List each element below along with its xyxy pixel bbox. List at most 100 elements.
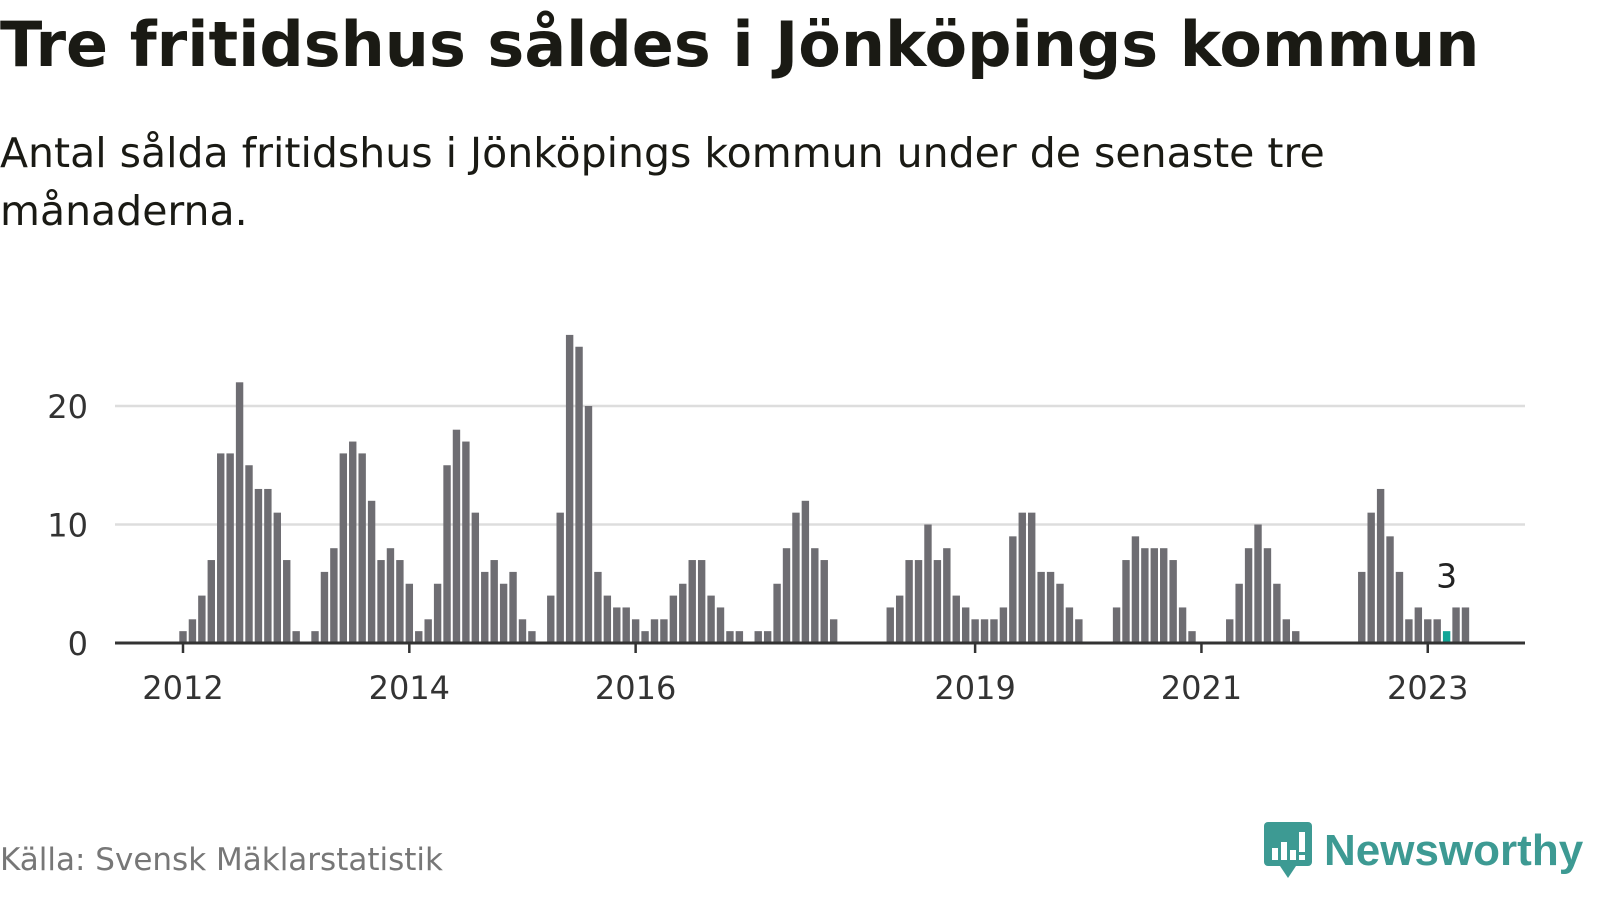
bar — [226, 453, 234, 643]
bar — [518, 619, 527, 643]
bar — [641, 631, 649, 643]
bar — [990, 619, 998, 643]
bar — [1160, 548, 1168, 643]
bar — [726, 631, 734, 643]
bar — [980, 619, 989, 643]
bar — [782, 548, 791, 643]
bar — [358, 453, 366, 643]
bars — [179, 334, 1470, 643]
bar — [367, 500, 376, 643]
bar — [1141, 548, 1149, 643]
bar — [481, 571, 489, 643]
x-tick-label: 2019 — [934, 669, 1015, 707]
x-tick-label: 2023 — [1387, 669, 1468, 707]
bar — [622, 607, 630, 643]
bar — [1075, 619, 1083, 643]
bar — [1292, 631, 1300, 643]
bar — [1009, 536, 1017, 643]
bar — [245, 465, 253, 643]
bar — [471, 512, 480, 643]
bar — [188, 619, 197, 643]
bar — [1282, 619, 1291, 643]
bar — [914, 560, 923, 643]
bar — [820, 560, 828, 643]
bar — [1386, 536, 1394, 643]
bar — [924, 524, 932, 643]
bar — [254, 488, 263, 643]
bar — [1376, 488, 1385, 643]
x-tick-label: 2014 — [369, 669, 450, 707]
bar — [773, 583, 781, 643]
bar — [829, 619, 838, 643]
bar — [1254, 524, 1262, 643]
source-note: Källa: Svensk Mäklarstatistik — [0, 842, 443, 878]
x-tick-label: 2021 — [1161, 669, 1242, 707]
bar — [556, 512, 564, 643]
bar — [716, 607, 725, 643]
bar — [235, 382, 244, 643]
bar-chart: 2012 2014 2016 2019 2021 2023 0 10 20 3 — [47, 334, 1525, 707]
bar — [1452, 607, 1460, 643]
bar — [575, 346, 583, 643]
y-tick-label: 20 — [47, 388, 88, 426]
bar — [217, 453, 225, 643]
bar — [1028, 512, 1036, 643]
bar — [603, 595, 612, 643]
y-tick-label: 10 — [47, 507, 88, 545]
bar — [490, 560, 498, 643]
bar — [1358, 571, 1366, 643]
bar — [499, 583, 508, 643]
bar — [1112, 607, 1121, 643]
bar — [971, 619, 979, 643]
bar — [462, 441, 470, 643]
bar — [961, 607, 970, 643]
bar — [1226, 619, 1234, 643]
chart-subtitle: Antal sålda fritidshus i Jönköpings komm… — [0, 129, 1325, 235]
bar — [584, 406, 593, 643]
bar — [264, 488, 272, 643]
bar — [565, 334, 574, 643]
bar — [905, 560, 913, 643]
bar — [650, 619, 659, 643]
bar — [273, 512, 281, 643]
bar — [669, 595, 678, 643]
bar — [283, 560, 291, 643]
x-tick-label: 2012 — [142, 669, 223, 707]
newsworthy-logo-text: Newsworthy — [1324, 826, 1584, 875]
bar — [1405, 619, 1413, 643]
bar — [377, 560, 385, 643]
bar — [707, 595, 715, 643]
bar — [697, 560, 706, 643]
bar — [320, 571, 329, 643]
bar — [1131, 536, 1140, 643]
bar — [943, 548, 951, 643]
bar — [443, 465, 451, 643]
bar — [735, 631, 744, 643]
bar — [179, 631, 187, 643]
bar — [801, 500, 810, 643]
bar — [198, 595, 206, 643]
x-tick-label: 2016 — [595, 669, 676, 707]
bar — [895, 595, 904, 643]
bar — [433, 583, 442, 643]
bar-highlight — [1442, 631, 1451, 643]
bar — [933, 560, 942, 643]
bar — [952, 595, 960, 643]
bar — [1244, 548, 1253, 643]
bar — [1395, 571, 1404, 643]
bar — [1414, 607, 1423, 643]
bar — [594, 571, 602, 643]
bar — [1056, 583, 1064, 643]
bar — [1122, 560, 1130, 643]
bar — [1169, 560, 1177, 643]
gridlines — [115, 404, 1525, 526]
bar — [763, 631, 772, 643]
bar — [1150, 548, 1158, 643]
bar — [452, 429, 461, 643]
bar — [886, 607, 894, 643]
bar — [679, 583, 687, 643]
bar — [547, 595, 555, 643]
bar — [792, 512, 800, 643]
y-tick-label: 0 — [68, 625, 88, 663]
bar — [1235, 583, 1243, 643]
